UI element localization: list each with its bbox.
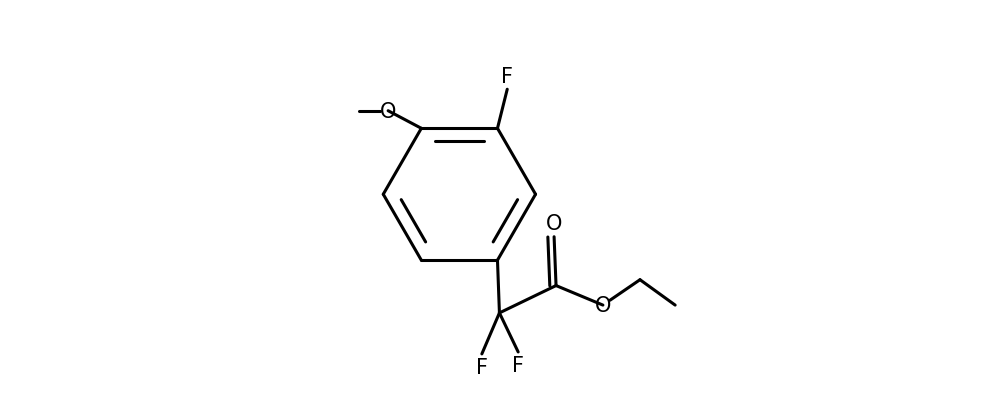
Text: F: F xyxy=(501,67,513,87)
Text: O: O xyxy=(546,213,562,233)
Text: F: F xyxy=(512,355,524,375)
Text: F: F xyxy=(476,357,488,377)
Text: O: O xyxy=(595,295,611,315)
Text: O: O xyxy=(380,101,396,121)
